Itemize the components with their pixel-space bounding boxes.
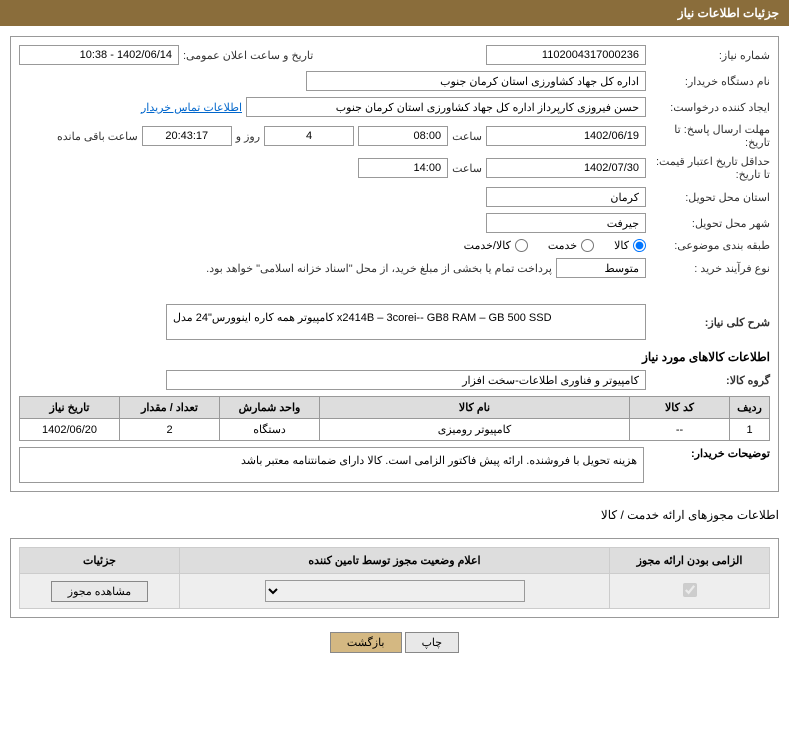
license-section: الزامی بودن ارائه مجوز اعلام وضعیت مجوز … [10, 538, 779, 618]
license-table: الزامی بودن ارائه مجوز اعلام وضعیت مجوز … [19, 547, 770, 609]
group-label: گروه کالا: [650, 374, 770, 387]
deadline-time: 08:00 [358, 126, 448, 146]
desc-label: شرح کلی نیاز: [650, 316, 770, 329]
lth-mandatory: الزامی بودن ارائه مجوز [610, 548, 770, 574]
cell-qty: 2 [120, 419, 220, 441]
license-mandatory-cell [610, 574, 770, 609]
validity-time: 14:00 [358, 158, 448, 178]
process-note: پرداخت تمام یا بخشی از مبلغ خرید، از محل… [206, 262, 552, 275]
th-qty: تعداد / مقدار [120, 397, 220, 419]
th-idx: ردیف [730, 397, 770, 419]
cell-date: 1402/06/20 [20, 419, 120, 441]
announce-value: 1402/06/14 - 10:38 [19, 45, 179, 65]
th-name: نام کالا [320, 397, 630, 419]
need-info-section: شماره نیاز: 1102004317000236 تاریخ و ساع… [10, 36, 779, 492]
lth-status: اعلام وضعیت مجوز توسط تامین کننده [180, 548, 610, 574]
buyer-label: نام دستگاه خریدار: [650, 75, 770, 88]
process-value: متوسط [556, 258, 646, 278]
action-buttons: چاپ بازگشت [0, 632, 789, 653]
view-license-button[interactable]: مشاهده مجوز [51, 581, 148, 602]
process-label: نوع فرآیند خرید : [650, 262, 770, 275]
buyer-name: اداره کل جهاد کشاورزی استان کرمان جنوب [306, 71, 646, 91]
license-row: مشاهده مجوز [20, 574, 770, 609]
announce-label: تاریخ و ساعت اعلان عمومی: [183, 49, 313, 62]
radio-service-label: خدمت [548, 239, 577, 252]
city-label: شهر محل تحویل: [650, 217, 770, 230]
deadline-label: مهلت ارسال پاسخ: تا تاریخ: [650, 123, 770, 149]
lth-details: جزئیات [20, 548, 180, 574]
desc-text: کامپیوتر همه کاره اینوورس"24 مدل x2414B … [166, 304, 646, 340]
requester-name: حسن فیروزی کارپرداز اداره کل جهاد کشاورز… [246, 97, 646, 117]
province-label: استان محل تحویل: [650, 191, 770, 204]
requester-label: ایجاد کننده درخواست: [650, 101, 770, 114]
notes-text: هزینه تحویل با فروشنده. ارائه پیش فاکتور… [19, 447, 644, 483]
time-label-2: ساعت [452, 162, 482, 175]
radio-goods-label: کالا [614, 239, 629, 252]
cell-code: -- [630, 419, 730, 441]
cell-unit: دستگاه [220, 419, 320, 441]
need-number: 1102004317000236 [486, 45, 646, 65]
category-radio-group: کالا خدمت کالا/خدمت [464, 239, 646, 252]
radio-goods[interactable] [633, 239, 646, 252]
countdown: 20:43:17 [142, 126, 232, 146]
radio-both[interactable] [515, 239, 528, 252]
days-and: روز و [236, 130, 260, 143]
print-button[interactable]: چاپ [405, 632, 460, 653]
page-header: جزئیات اطلاعات نیاز [0, 0, 789, 26]
table-row: 1 -- کامپیوتر رومیزی دستگاه 2 1402/06/20 [20, 419, 770, 441]
radio-service[interactable] [581, 239, 594, 252]
deadline-date: 1402/06/19 [486, 126, 646, 146]
days-count: 4 [264, 126, 354, 146]
license-status-cell [180, 574, 610, 609]
cell-name: کامپیوتر رومیزی [320, 419, 630, 441]
radio-both-label: کالا/خدمت [464, 239, 511, 252]
page-title: جزئیات اطلاعات نیاز [678, 6, 779, 20]
notes-label: توضیحات خریدار: [650, 447, 770, 483]
need-number-label: شماره نیاز: [650, 49, 770, 62]
license-details-cell: مشاهده مجوز [20, 574, 180, 609]
province-value: کرمان [486, 187, 646, 207]
city-value: جیرفت [486, 213, 646, 233]
goods-table: ردیف کد کالا نام کالا واحد شمارش تعداد /… [19, 396, 770, 441]
buyer-contact-link[interactable]: اطلاعات تماس خریدار [141, 101, 242, 114]
validity-date: 1402/07/30 [486, 158, 646, 178]
status-select[interactable] [265, 580, 525, 602]
group-value: کامپیوتر و فناوری اطلاعات-سخت افزار [166, 370, 646, 390]
license-section-title: اطلاعات مجوزهای ارائه خدمت / کالا [0, 502, 789, 528]
remaining-label: ساعت باقی مانده [57, 130, 138, 143]
back-button[interactable]: بازگشت [330, 632, 402, 653]
mandatory-checkbox [683, 583, 697, 597]
validity-label: حداقل تاریخ اعتبار قیمت: تا تاریخ: [650, 155, 770, 181]
th-unit: واحد شمارش [220, 397, 320, 419]
th-date: تاریخ نیاز [20, 397, 120, 419]
cell-idx: 1 [730, 419, 770, 441]
th-code: کد کالا [630, 397, 730, 419]
goods-section-title: اطلاعات کالاهای مورد نیاز [19, 350, 770, 364]
category-label: طبقه بندی موضوعی: [650, 239, 770, 252]
time-label-1: ساعت [452, 130, 482, 143]
